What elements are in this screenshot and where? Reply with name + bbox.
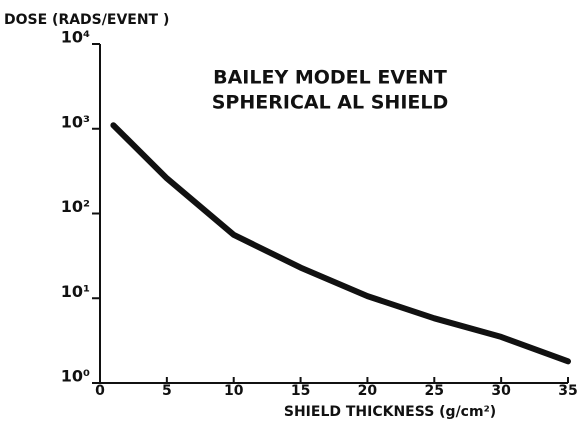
- x-tick-label: 30: [491, 383, 511, 399]
- x-tick-label: 10: [224, 383, 244, 399]
- x-tick-label: 25: [425, 383, 444, 399]
- y-tick-label: 10³: [61, 112, 90, 131]
- annotation: BAILEY MODEL EVENT: [213, 67, 447, 89]
- x-tick-label: 35: [558, 383, 577, 399]
- y-axis-label: DOSE (RADS/EVENT ): [4, 12, 169, 28]
- x-tick-label: 5: [162, 383, 172, 399]
- x-tick-label: 15: [291, 383, 310, 399]
- y-tick-label: 10²: [61, 197, 90, 216]
- x-tick-label: 0: [95, 383, 105, 399]
- y-tick-label: 10⁰: [61, 367, 90, 386]
- annotation: SPHERICAL AL SHIELD: [212, 92, 449, 114]
- x-tick-label: 20: [358, 383, 378, 399]
- data-line: [110, 122, 571, 365]
- y-tick-label: 10¹: [61, 282, 90, 301]
- x-axis-label: SHIELD THICKNESS (g/cm²): [284, 404, 496, 420]
- y-tick-label: 10⁴: [61, 28, 90, 47]
